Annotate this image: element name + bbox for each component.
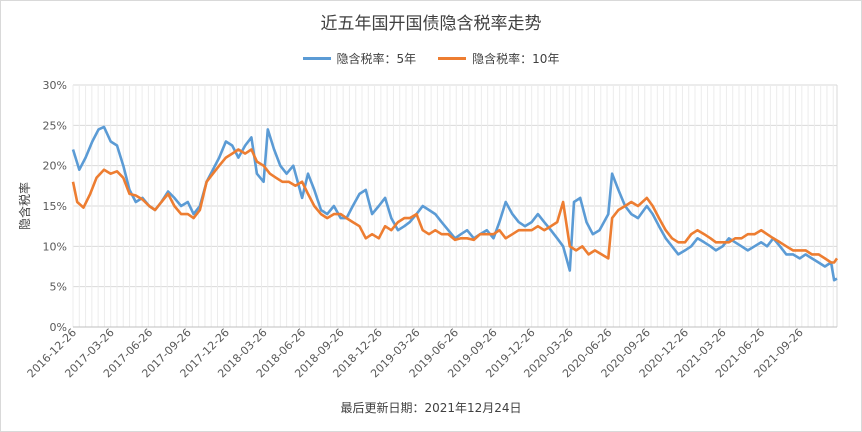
y-tick-label: 10%	[43, 240, 67, 253]
series-line-10y	[71, 148, 839, 264]
legend-label-10y: 隐含税率：10年	[472, 52, 560, 66]
y-tick-label: 20%	[43, 160, 67, 173]
y-tick-label: 30%	[43, 79, 67, 92]
y-tick-label: 0%	[50, 321, 67, 334]
y-tick-label: 25%	[43, 119, 67, 132]
series-line-5y	[71, 125, 838, 282]
legend-swatch-5y	[302, 57, 331, 60]
legend-label-5y: 隐含税率：5年	[336, 52, 417, 66]
y-tick-label: 15%	[43, 200, 67, 213]
chart-legend: 隐含税率：5年 隐含税率：10年	[1, 50, 861, 67]
legend-swatch-10y	[438, 57, 467, 60]
y-tick-label: 5%	[50, 281, 67, 294]
legend-item-5y: 隐含税率：5年	[302, 50, 417, 67]
y-axis-label: 隐含税率	[17, 182, 32, 230]
chart-footer: 最后更新日期：2021年12月24日	[340, 401, 522, 415]
chart-title: 近五年国开国债隐含税率走势	[320, 14, 542, 34]
legend-item-10y: 隐含税率：10年	[438, 50, 559, 67]
